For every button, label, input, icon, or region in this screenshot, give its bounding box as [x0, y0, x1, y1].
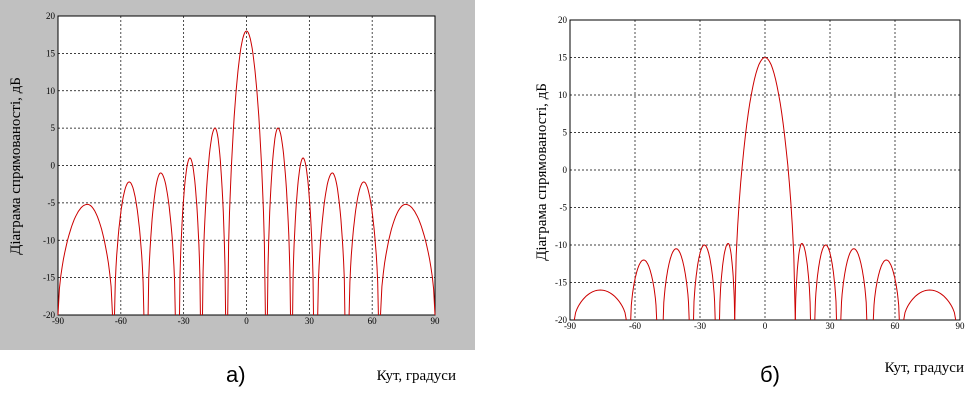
- y-tick-label: -15: [555, 278, 567, 288]
- y-tick-label: 5: [563, 128, 568, 138]
- pattern-lobe: [317, 172, 346, 316]
- pattern-lobe: [266, 127, 291, 316]
- plot-area: -90 -60 -30 0 30 60 90 20 15 10 5 0 -5 -10 -15 -20: [43, 11, 440, 326]
- pattern-lobe: [179, 157, 201, 316]
- x-tick-label: 60: [891, 321, 901, 331]
- chart-panel-a: -90 -60 -30 0 30 60 90 20 15 10 5 0 -5 -10 -15 -20 Кут,…: [0, 0, 480, 390]
- x-tick-label: 60: [368, 316, 378, 326]
- pattern-lobe: [840, 248, 868, 321]
- y-tick-label: -20: [43, 310, 55, 320]
- chart-panel-b: -90 -60 -30 0 30 60 90 20 15 10 5 0 -5 -10 -15 -20 Кут,…: [500, 0, 968, 390]
- pattern-lobe: [630, 259, 658, 321]
- caption-b: б): [760, 362, 780, 387]
- x-tick-label: 30: [826, 321, 836, 331]
- x-tick-label: 0: [763, 321, 768, 331]
- y-tick-label: -5: [560, 203, 568, 213]
- plot-area: -90 -60 -30 0 30 60 90 20 15 10 5 0 -5 -10 -15 -20: [555, 15, 965, 331]
- y-tick-label: 20: [558, 15, 568, 25]
- pattern-lobe: [734, 56, 796, 321]
- y-tick-label: 15: [46, 48, 56, 58]
- pattern-lobe: [719, 242, 736, 321]
- y-tick-label: -15: [43, 273, 55, 283]
- x-tick-label: -30: [178, 316, 190, 326]
- x-tick-label: -60: [629, 321, 641, 331]
- pattern-lobe: [573, 289, 627, 321]
- y-tick-label: 0: [51, 161, 56, 171]
- pattern-lobe: [380, 203, 436, 316]
- pattern-lobe: [348, 181, 379, 316]
- y-tick-label: 10: [46, 86, 56, 96]
- caption-a: а): [226, 362, 246, 387]
- x-tick-label: -30: [694, 321, 706, 331]
- x-tick-label: 30: [305, 316, 315, 326]
- x-tick-label: -90: [52, 316, 64, 326]
- x-tick-label: -90: [564, 321, 576, 331]
- chart-a: -90 -60 -30 0 30 60 90 20 15 10 5 0 -5 -10 -15 -20 Кут,…: [0, 0, 480, 390]
- x-tick-label: -60: [115, 316, 127, 326]
- y-tick-label: 0: [563, 165, 568, 175]
- pattern-lobe: [662, 248, 690, 321]
- y-tick-label: 5: [51, 123, 56, 133]
- x-tick-label: 90: [956, 321, 966, 331]
- pattern-lobe: [57, 203, 113, 316]
- pattern-lobe: [114, 181, 145, 316]
- pattern-lobe: [872, 259, 900, 321]
- pattern-lobe: [903, 289, 957, 321]
- y-tick-label: 15: [558, 53, 568, 63]
- pattern-lobe: [147, 172, 176, 316]
- x-tick-label: 90: [431, 316, 441, 326]
- pattern-lobe: [292, 157, 314, 316]
- y-axis-label: Діаграма спрямованості, дБ: [534, 83, 550, 261]
- y-tick-label: -10: [555, 240, 567, 250]
- pattern-lobe: [794, 242, 811, 321]
- y-tick-label: 10: [558, 90, 568, 100]
- y-tick-label: -10: [43, 235, 55, 245]
- x-axis-label: Кут, градуси: [885, 360, 964, 376]
- pattern-lobe: [227, 30, 266, 316]
- x-axis-label: Кут, градуси: [377, 368, 456, 384]
- y-axis-label: Діаграма спрямованості, дБ: [8, 77, 24, 255]
- pattern-lobe: [202, 127, 227, 316]
- pattern-lobe: [814, 244, 837, 321]
- pattern-lobe: [693, 244, 716, 321]
- y-tick-label: -20: [555, 315, 567, 325]
- x-tick-label: 0: [244, 316, 249, 326]
- chart-b: -90 -60 -30 0 30 60 90 20 15 10 5 0 -5 -10 -15 -20 Кут,…: [500, 0, 968, 390]
- y-tick-label: 20: [46, 11, 56, 21]
- y-tick-label: -5: [48, 198, 56, 208]
